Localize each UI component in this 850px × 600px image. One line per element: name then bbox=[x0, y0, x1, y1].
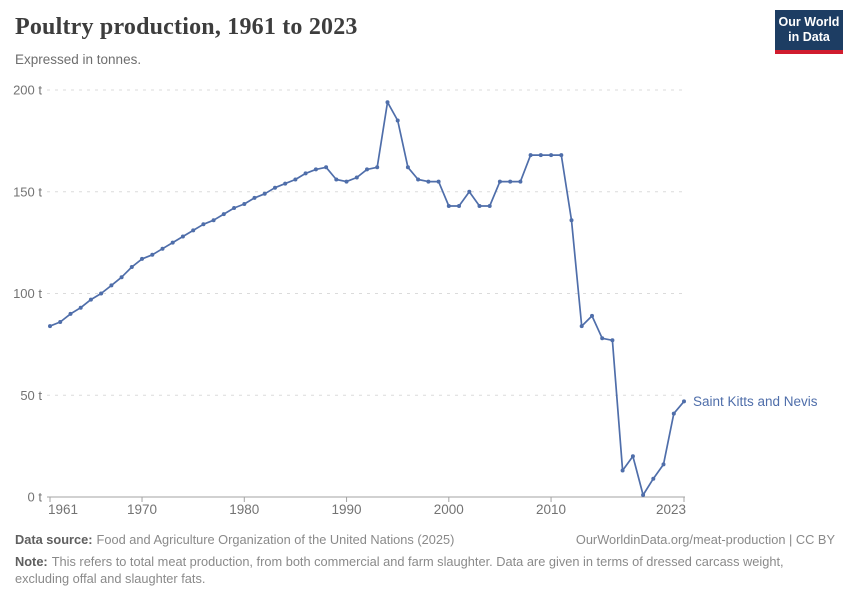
data-point[interactable] bbox=[334, 177, 339, 182]
data-point[interactable] bbox=[600, 336, 605, 341]
x-tick-label: 2000 bbox=[434, 502, 464, 517]
data-point[interactable] bbox=[630, 454, 635, 459]
data-point[interactable] bbox=[58, 320, 63, 324]
data-point[interactable] bbox=[129, 265, 134, 269]
data-point[interactable] bbox=[170, 240, 175, 245]
data-point[interactable] bbox=[191, 228, 196, 233]
data-point[interactable] bbox=[68, 311, 73, 316]
data-point[interactable] bbox=[140, 256, 144, 261]
data-point[interactable] bbox=[467, 189, 472, 194]
entity-label[interactable]: Saint Kitts and Nevis bbox=[693, 394, 818, 409]
data-point[interactable] bbox=[641, 493, 646, 497]
series-line[interactable] bbox=[49, 101, 685, 496]
data-point[interactable] bbox=[201, 222, 206, 227]
note-row: Note: This refers to total meat productio… bbox=[15, 553, 805, 588]
chart-footer: Data source: Food and Agriculture Organiz… bbox=[15, 531, 835, 588]
data-point[interactable] bbox=[283, 181, 288, 186]
data-point[interactable] bbox=[180, 234, 185, 239]
data-point[interactable] bbox=[579, 324, 584, 329]
data-point[interactable] bbox=[232, 206, 237, 210]
data-point[interactable] bbox=[620, 468, 625, 473]
data-point[interactable] bbox=[303, 171, 308, 176]
data-point[interactable] bbox=[477, 204, 482, 208]
data-point[interactable] bbox=[671, 411, 676, 416]
data-point[interactable] bbox=[273, 185, 277, 190]
data-point[interactable] bbox=[528, 153, 533, 158]
data-point[interactable] bbox=[549, 153, 554, 158]
data-point[interactable] bbox=[590, 313, 594, 318]
data-point[interactable] bbox=[344, 179, 349, 184]
data-point[interactable] bbox=[426, 179, 431, 184]
data-point[interactable] bbox=[436, 179, 441, 184]
page-title: Poultry production, 1961 to 2023 bbox=[15, 14, 358, 40]
data-point[interactable] bbox=[324, 165, 329, 170]
data-point[interactable] bbox=[508, 179, 513, 184]
data-point[interactable] bbox=[385, 100, 390, 105]
data-point[interactable] bbox=[252, 195, 257, 200]
source-label: Data source: bbox=[15, 532, 93, 547]
data-point[interactable] bbox=[78, 305, 83, 310]
source-row: Data source: Food and Agriculture Organiz… bbox=[15, 531, 835, 549]
y-tick-label: 0 t bbox=[28, 490, 43, 505]
data-point[interactable] bbox=[487, 204, 492, 208]
data-point[interactable] bbox=[375, 165, 380, 170]
data-point[interactable] bbox=[682, 399, 686, 404]
owid-logo-line1: Our World bbox=[778, 15, 840, 29]
data-point[interactable] bbox=[405, 165, 410, 170]
data-point[interactable] bbox=[446, 204, 451, 208]
data-point[interactable] bbox=[48, 324, 52, 329]
data-point[interactable] bbox=[211, 218, 216, 223]
data-point[interactable] bbox=[559, 153, 564, 158]
data-point[interactable] bbox=[221, 212, 226, 217]
data-point[interactable] bbox=[497, 179, 502, 184]
y-tick-label: 50 t bbox=[20, 388, 42, 403]
y-tick-label: 100 t bbox=[13, 286, 42, 301]
data-point[interactable] bbox=[569, 218, 574, 223]
data-point[interactable] bbox=[150, 252, 155, 257]
data-point[interactable] bbox=[416, 177, 421, 182]
x-tick-label: 1980 bbox=[229, 502, 259, 517]
data-point[interactable] bbox=[99, 291, 104, 296]
data-point[interactable] bbox=[242, 202, 247, 206]
data-point[interactable] bbox=[88, 297, 93, 302]
data-point[interactable] bbox=[119, 275, 124, 280]
data-point[interactable] bbox=[262, 191, 267, 196]
data-point[interactable] bbox=[160, 246, 165, 251]
y-tick-label: 200 t bbox=[13, 83, 42, 98]
owid-logo-line2: in Data bbox=[788, 30, 830, 44]
x-tick-label: 2023 bbox=[656, 502, 686, 517]
data-point[interactable] bbox=[293, 177, 298, 182]
x-tick-label: 2010 bbox=[536, 502, 566, 517]
data-point[interactable] bbox=[518, 179, 523, 184]
data-point[interactable] bbox=[538, 153, 543, 158]
data-point[interactable] bbox=[610, 338, 615, 343]
data-point[interactable] bbox=[661, 462, 666, 467]
owid-link[interactable]: OurWorldinData.org/meat-production | CC … bbox=[575, 532, 835, 547]
data-point[interactable] bbox=[109, 283, 114, 288]
owid-logo[interactable]: Our World in Data bbox=[775, 10, 843, 54]
x-tick-label: 1990 bbox=[332, 502, 362, 517]
data-point[interactable] bbox=[457, 204, 461, 208]
source-value: Food and Agriculture Organization of the… bbox=[96, 532, 455, 547]
data-point[interactable] bbox=[651, 476, 656, 481]
note-label: Note: bbox=[15, 553, 48, 569]
x-tick-label: 1961 bbox=[48, 502, 78, 517]
chart-subtitle: Expressed in tonnes. bbox=[15, 52, 142, 67]
data-point[interactable] bbox=[313, 167, 318, 172]
note-value: This refers to total meat production, fr… bbox=[15, 553, 784, 587]
x-tick-label: 1970 bbox=[127, 502, 157, 517]
data-point[interactable] bbox=[395, 118, 400, 123]
data-point[interactable] bbox=[354, 175, 359, 180]
data-point[interactable] bbox=[365, 167, 369, 172]
y-tick-label: 150 t bbox=[13, 184, 42, 199]
